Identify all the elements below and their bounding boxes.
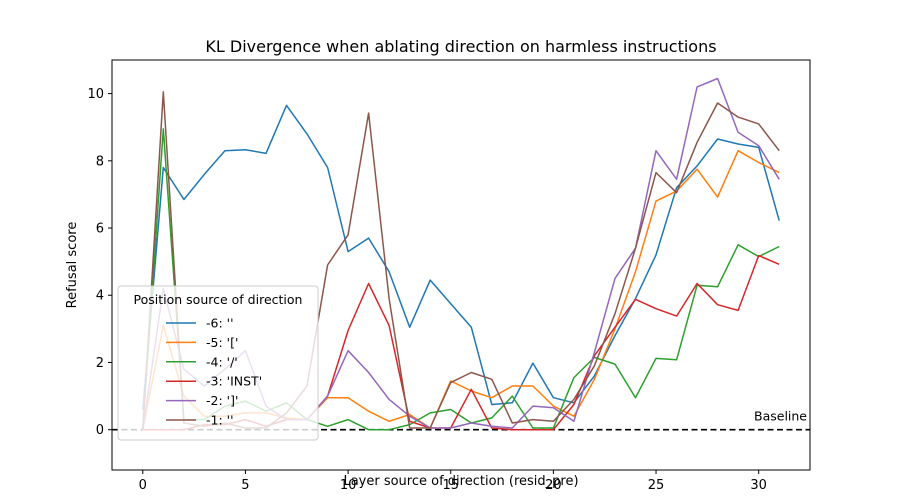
legend-label: -6: ''	[206, 316, 234, 331]
legend-label: -1: ''	[206, 413, 234, 428]
legend-label: -5: '['	[206, 335, 238, 350]
baseline-label: Baseline	[754, 409, 807, 424]
x-tick-label: 0	[139, 478, 147, 493]
legend: Position source of direction -6: '' -5: '[…	[117, 285, 319, 441]
y-axis-label: Refusal score	[65, 222, 80, 309]
y-tick-label: 8	[96, 154, 104, 169]
y-tick-label: 2	[96, 356, 104, 371]
y-tick-label: 10	[87, 87, 104, 102]
chart-title: KL Divergence when ablating direction on…	[205, 37, 716, 56]
legend-box	[117, 285, 319, 441]
legend-label: -2: ']'	[206, 393, 238, 408]
series-line-1	[142, 104, 780, 410]
legend-label: -3: 'INST'	[206, 374, 262, 389]
y-axis: 0 2 4 6 8 10	[87, 87, 112, 438]
axes-frame	[111, 59, 811, 471]
x-tick-label: 15	[442, 478, 459, 493]
x-tick-label: 10	[340, 478, 357, 493]
x-axis-label: Layer source of direction (resid_pre)	[343, 474, 578, 489]
x-tick-label: 20	[545, 478, 562, 493]
y-tick-label: 6	[96, 222, 104, 237]
y-tick-label: 4	[96, 289, 104, 304]
legend-label: -4: '/'	[206, 354, 238, 369]
x-tick-label: 5	[241, 478, 249, 493]
legend-title: Position source of direction	[134, 292, 303, 307]
x-tick-label: 30	[750, 478, 767, 493]
y-tick-label: 0	[96, 423, 104, 438]
x-tick-label: 25	[648, 478, 665, 493]
x-axis: 0 5 10 15 20 25 30	[139, 470, 767, 493]
